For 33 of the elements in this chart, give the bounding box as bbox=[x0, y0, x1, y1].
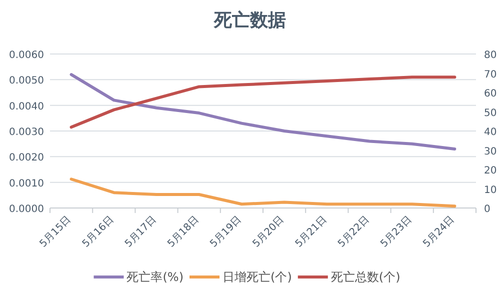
x-tick-label: 5月22日 bbox=[336, 214, 372, 250]
line-series bbox=[70, 76, 456, 129]
y-tick-label: 0.0030 bbox=[9, 127, 44, 138]
y2-tick-label: 20 bbox=[484, 166, 497, 176]
legend-label: 日增死亡(个) bbox=[222, 270, 292, 284]
y-tick-label: 0.0040 bbox=[9, 101, 44, 112]
y-tick-label: 0.0000 bbox=[9, 204, 44, 215]
y2-tick-label: 50 bbox=[484, 108, 497, 119]
legend-label: 死亡率(%) bbox=[126, 270, 184, 284]
y2-tick-label: 30 bbox=[484, 146, 497, 158]
y2-tick-label: 80 bbox=[484, 50, 497, 61]
line-series bbox=[70, 178, 456, 208]
y2-tick-label: 0 bbox=[484, 204, 490, 215]
y2-tick-label: 70 bbox=[484, 69, 497, 80]
y-tick-label: 0.0020 bbox=[9, 152, 44, 164]
x-tick-label: 5月23日 bbox=[378, 214, 414, 250]
y-tick-label: 0.0010 bbox=[9, 178, 44, 190]
y2-tick-label: 40 bbox=[484, 127, 497, 138]
x-tick-label: 5月21日 bbox=[294, 214, 330, 250]
x-tick-label: 5月15日 bbox=[38, 214, 74, 250]
y-tick-label: 0.0060 bbox=[9, 50, 44, 61]
x-tick-label: 5月19日 bbox=[208, 214, 244, 250]
y2-tick-label: 60 bbox=[484, 88, 497, 100]
legend-label: 死亡总数(个) bbox=[330, 270, 400, 284]
y-tick-label: 0.0050 bbox=[9, 76, 44, 87]
y2-tick-label: 10 bbox=[484, 184, 497, 196]
x-tick-label: 5月16日 bbox=[80, 214, 116, 250]
x-tick-label: 5月24日 bbox=[421, 214, 457, 250]
x-tick-label: 5月17日 bbox=[123, 214, 159, 250]
line-series bbox=[70, 73, 456, 150]
x-tick-label: 5月18日 bbox=[166, 214, 202, 250]
x-tick-label: 5月20日 bbox=[251, 214, 286, 250]
chart-title: 死亡数据 bbox=[213, 10, 286, 31]
